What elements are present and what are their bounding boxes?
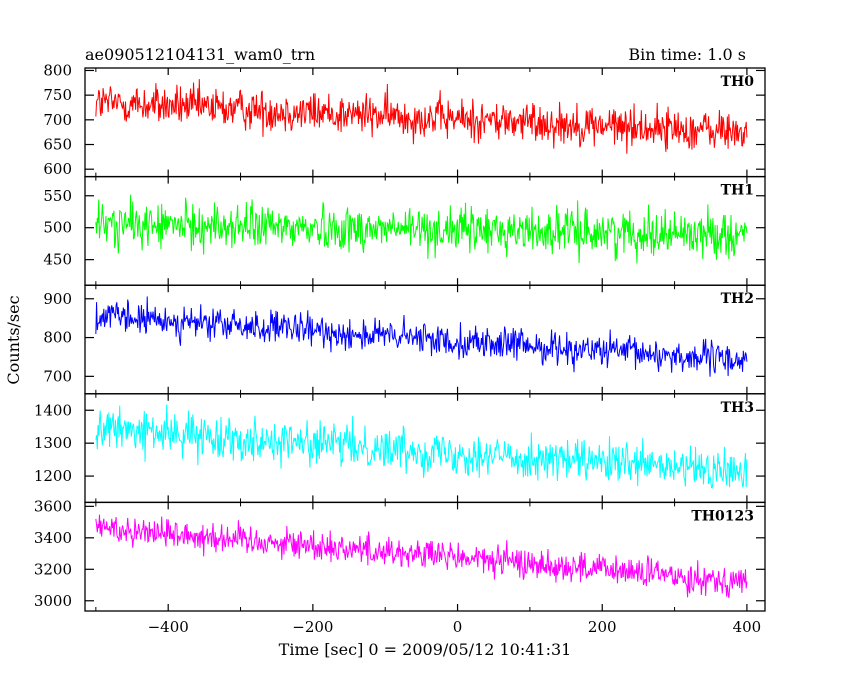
panel-label-th2: TH2: [721, 291, 754, 307]
series-th1: [95, 194, 748, 264]
y-tick-label: 500: [43, 219, 72, 237]
x-tick-label: 200: [588, 618, 617, 636]
x-tick-label: 0: [453, 618, 463, 636]
y-tick-label: 700: [43, 111, 72, 129]
panel-th2: 700 800 900 TH2: [43, 284, 766, 395]
y-tick-label: 1300: [34, 434, 72, 452]
y-tick-label: 550: [43, 187, 72, 205]
series-th3: [95, 404, 748, 489]
panel-label-th3: TH3: [721, 400, 754, 416]
y-tick-label: 450: [43, 251, 72, 269]
series-th0123: [95, 514, 748, 598]
panel-th0123: 3000 3200 3400 3600 TH0123: [34, 497, 766, 612]
x-tick-label: −200: [292, 618, 333, 636]
x-axis-label: Time [sec] 0 = 2009/05/12 10:41:31: [279, 640, 572, 659]
y-tick-label: 800: [43, 329, 72, 347]
y-tick-label: 3600: [34, 497, 72, 515]
panel-th3: 1200 1300 1400 TH3: [34, 393, 766, 504]
y-tick-label: 750: [43, 86, 72, 104]
series-th2: [95, 296, 748, 377]
y-tick-label: 3400: [34, 529, 72, 547]
y-tick-label: 650: [43, 136, 72, 154]
panel-frame-th2: [84, 284, 766, 395]
panel-th1: 450 500 550 TH1: [43, 175, 766, 286]
series-th0: [95, 79, 748, 154]
panel-label-th0123: TH0123: [691, 508, 754, 524]
y-tick-label: 700: [43, 367, 72, 385]
y-tick-label: 1400: [34, 401, 72, 419]
y-tick-label: 600: [43, 160, 72, 178]
panel-frame-th0123: [84, 501, 766, 612]
panel-label-th1: TH1: [721, 183, 754, 199]
x-tick-label: 400: [733, 618, 762, 636]
x-tick-label: −400: [148, 618, 189, 636]
x-axis: −400 −200 0 200 400: [148, 618, 762, 636]
panels-group: 600 650 700 750 800 TH0 450 500 550 TH1 700 800 900 T…: [34, 61, 766, 612]
y-tick-label: 3200: [34, 560, 72, 578]
chart-title: ae090512104131_wam0_trn: [85, 45, 315, 64]
y-tick-label: 3000: [34, 592, 72, 610]
y-axis-label: Counts/sec: [4, 295, 23, 384]
y-tick-label: 800: [43, 61, 72, 79]
y-tick-label: 900: [43, 290, 72, 308]
panel-label-th0: TH0: [721, 74, 755, 90]
y-tick-label: 1200: [34, 467, 72, 485]
panel-th0: 600 650 700 750 800 TH0: [43, 61, 766, 178]
bin-time-label: Bin time: 1.0 s: [628, 45, 746, 64]
